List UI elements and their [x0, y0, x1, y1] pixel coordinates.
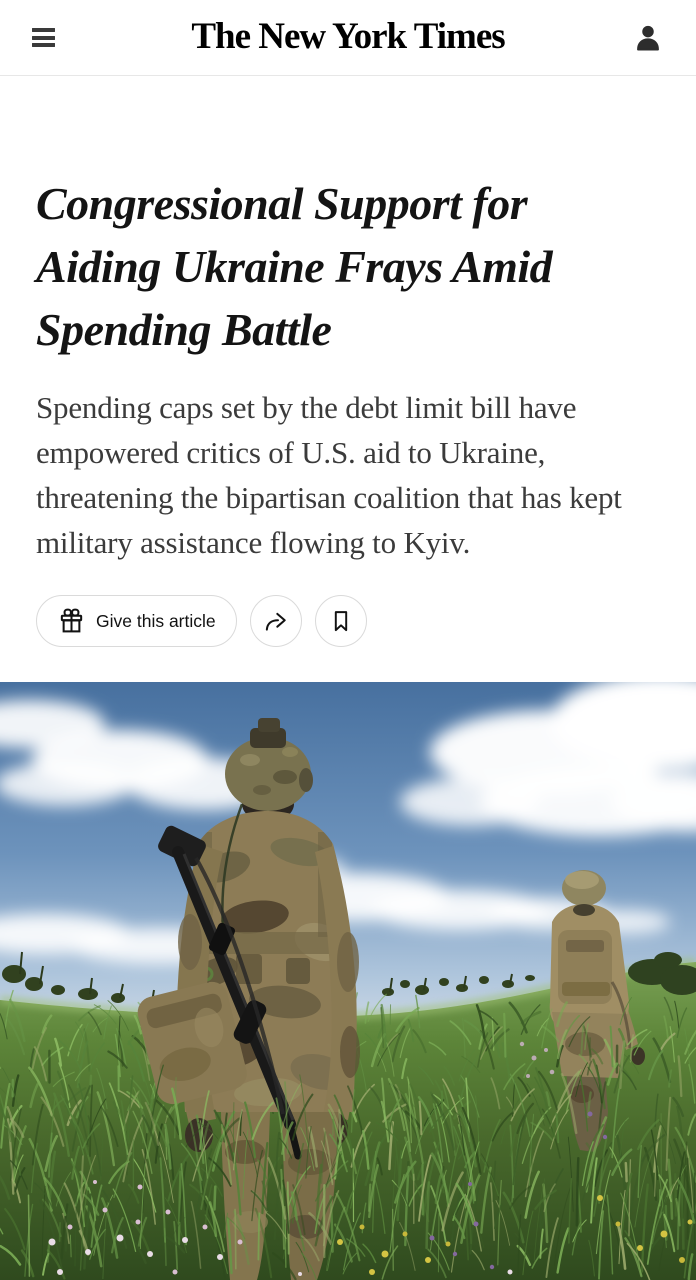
gift-icon: [60, 608, 83, 632]
rifle: [158, 825, 302, 1160]
share-button[interactable]: [249, 595, 302, 647]
wildflowers: [48, 1041, 693, 1276]
article-actions: Give this article: [36, 595, 660, 647]
article-photo-figure: [0, 682, 696, 1280]
give-article-button[interactable]: Give this article: [36, 595, 237, 647]
nyt-logo[interactable]: The New York Times: [191, 15, 505, 57]
soldier-background: [549, 870, 645, 1152]
grass-blades-foreground: [0, 1064, 696, 1280]
person-icon: [637, 25, 659, 51]
account-button[interactable]: [632, 21, 664, 55]
article-summary: Spending caps set by the debt limit bill…: [36, 390, 622, 560]
article-photo: [0, 682, 696, 1280]
hamburger-icon: [32, 28, 58, 47]
article: Congressional Support for Aiding Ukraine…: [0, 172, 696, 1280]
menu-button[interactable]: [32, 25, 58, 51]
article-headline: Congressional Support for Aiding Ukraine…: [36, 178, 553, 355]
give-article-label: Give this article: [96, 610, 216, 631]
ridge-plants: [2, 951, 696, 1006]
top-app-bar: The New York Times: [0, 0, 696, 76]
share-arrow-icon: [265, 612, 286, 631]
save-button[interactable]: [314, 595, 367, 647]
bookmark-icon: [334, 611, 347, 632]
